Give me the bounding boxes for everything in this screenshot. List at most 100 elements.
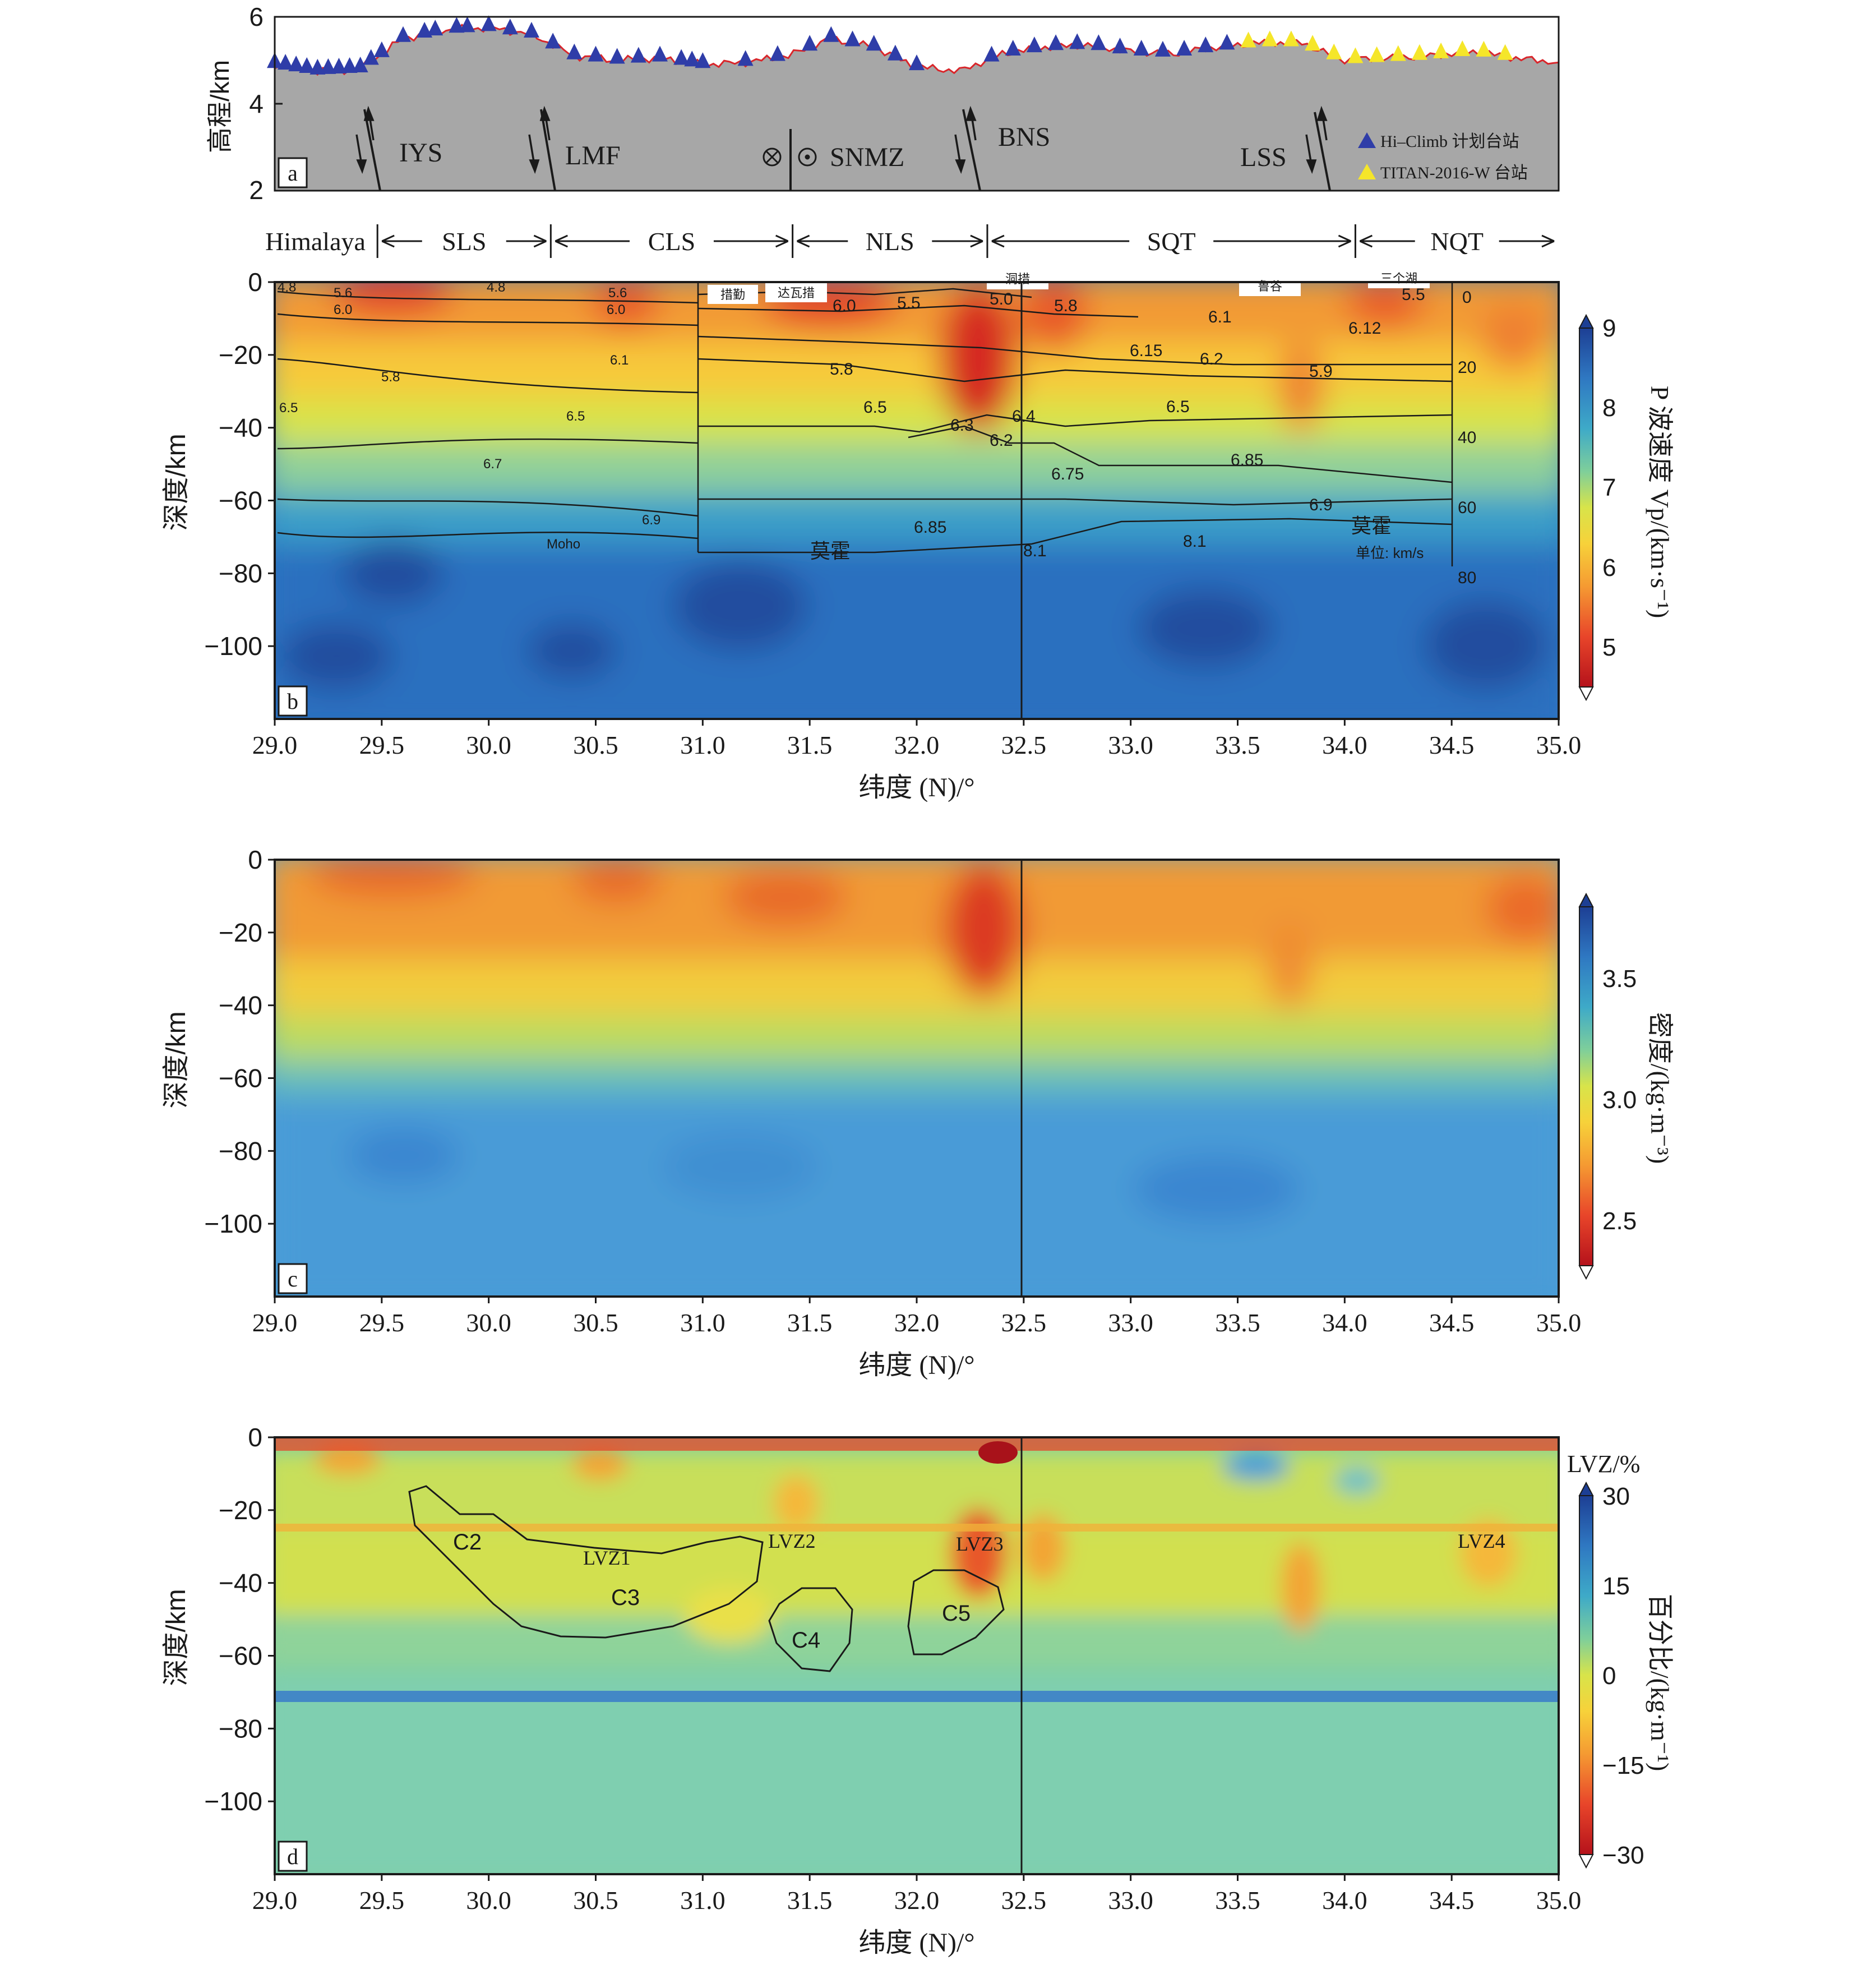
rho-tick-3.5: 3.5 xyxy=(1602,965,1637,993)
faults xyxy=(363,109,1331,191)
station-hiclimb xyxy=(1176,39,1193,56)
region-label-c2: C2 xyxy=(453,1530,482,1555)
x-tick-label: 32.0 xyxy=(894,731,940,759)
station-titan xyxy=(1369,46,1385,62)
x-tick-label: 32.0 xyxy=(894,1886,940,1915)
region-label-lvz3: LVZ3 xyxy=(956,1533,1004,1555)
fault-label-bns: BNS xyxy=(998,122,1050,152)
vel-label-36: 单位: km/s xyxy=(1356,545,1424,561)
contour-b-9 xyxy=(697,335,1452,366)
contour-b-14 xyxy=(698,518,1453,554)
y-tick-label: 0 xyxy=(248,845,262,874)
vel-label-12: Moho xyxy=(547,537,580,552)
station-hiclimb xyxy=(341,57,358,73)
station-hiclimb xyxy=(566,43,583,59)
x-tick-label: 35.0 xyxy=(1536,731,1582,759)
station-hiclimb xyxy=(427,20,443,36)
vel-label-34: 莫霍 xyxy=(810,539,851,562)
x-tick-label: 33.5 xyxy=(1215,1308,1260,1337)
fault-line-bns xyxy=(962,109,981,191)
lvz-tick-0: 0 xyxy=(1602,1662,1616,1690)
station-hiclimb xyxy=(737,50,754,66)
panel-a-letter-box: a xyxy=(278,157,308,188)
x-tick-label: 34.0 xyxy=(1322,731,1367,759)
x-tick-label: 35.0 xyxy=(1536,1886,1582,1915)
contour-b-12 xyxy=(908,425,1453,483)
station-titan xyxy=(1433,42,1449,58)
contour-b-7 xyxy=(697,288,1032,298)
fault-arrows-lmf xyxy=(528,105,551,174)
x-tick-label: 31.5 xyxy=(787,1308,833,1337)
x-tick-label: 35.0 xyxy=(1536,1308,1582,1337)
x-tick-label: 32.0 xyxy=(894,1308,940,1337)
contour-b-6 xyxy=(277,532,699,539)
contour-b-2 xyxy=(277,313,699,326)
station-hiclimb xyxy=(866,35,882,51)
panel-a: IYS LMF SNMZ BNS LSS Hi–Climb 计划台站 TITAN… xyxy=(205,2,1560,205)
region-label-lvz1: LVZ1 xyxy=(583,1547,631,1569)
y-tick-label: −80 xyxy=(219,1714,262,1743)
x-tick-label: 29.5 xyxy=(359,1886,405,1915)
terrane-arrowhead-right xyxy=(533,234,547,248)
vp-tick-8: 8 xyxy=(1602,394,1616,422)
station-hiclimb xyxy=(652,45,668,62)
x-tick-label: 30.5 xyxy=(573,1308,618,1337)
y-tick-label: −40 xyxy=(219,413,262,442)
vel-label-37: 5.5 xyxy=(1402,285,1425,304)
vp-tick-5: 5 xyxy=(1602,634,1616,661)
lake-label-4: 三个湖 xyxy=(1380,271,1417,285)
station-hiclimb xyxy=(1048,34,1064,50)
lvz-tick-neg30: −30 xyxy=(1602,1842,1644,1869)
panel-d-region-outlines xyxy=(408,1485,1005,1672)
rho-colorbar-bottom-cap xyxy=(1578,1265,1594,1280)
station-hiclimb xyxy=(1069,33,1085,49)
station-hiclimb xyxy=(1026,36,1042,53)
vel-label-2: 6.0 xyxy=(334,302,352,317)
station-hiclimb xyxy=(449,17,465,33)
x-tick-label: 31.0 xyxy=(680,1308,726,1337)
station-hiclimb xyxy=(802,35,818,51)
contour-b-8 xyxy=(697,305,1139,318)
vel-label-23: 6.5 xyxy=(863,398,887,417)
x-tick-label: 29.5 xyxy=(359,731,405,759)
vp-colorbar-label: P 波速度 Vp/(km·s⁻¹) xyxy=(1646,386,1674,619)
fault-arrows-bns xyxy=(954,105,977,174)
fault-label-lmf: LMF xyxy=(565,141,621,170)
y-tick-label: −100 xyxy=(204,631,262,661)
panel-d-letter-box: d xyxy=(278,1841,308,1872)
legend-label-hiclimb: Hi–Climb 计划台站 xyxy=(1380,132,1519,151)
panel-b-colorbar: 9 8 7 6 5 P 波速度 Vp/(km·s⁻¹) xyxy=(1578,313,1674,702)
terrane-bar: Himalaya SLS CLS NLS SQT NQT xyxy=(265,224,1555,258)
station-titan xyxy=(1326,43,1342,59)
station-titan xyxy=(1476,40,1492,57)
vel-label-31: 6.85 xyxy=(914,518,946,537)
vel-label-26: 6.2 xyxy=(990,431,1013,450)
terrane-arrowhead-right xyxy=(1541,234,1555,248)
contour-b-13 xyxy=(698,498,1453,506)
panel-c-ylabel: 深度/km xyxy=(161,1011,191,1108)
x-tick-label: 30.5 xyxy=(573,731,618,759)
station-hiclimb xyxy=(524,22,539,38)
x-tick-label: 29.0 xyxy=(252,731,298,759)
terrain-area xyxy=(275,25,1559,191)
terrane-label: SLS xyxy=(442,227,486,256)
vel-label-22: 5.8 xyxy=(830,360,853,379)
x-tick-label: 29.5 xyxy=(359,1308,405,1337)
vp-colorbar xyxy=(1579,328,1593,688)
vel-label-27: 6.5 xyxy=(1166,398,1190,416)
x-tick-label: 31.0 xyxy=(680,1886,726,1915)
y-tick-label: −100 xyxy=(204,1209,262,1238)
terrane-arrowhead-right xyxy=(1338,234,1352,248)
station-hiclimb xyxy=(695,52,711,68)
fault-label-iys: IYS xyxy=(399,138,442,168)
x-tick-label: 30.0 xyxy=(466,731,511,759)
x-tick-label: 34.5 xyxy=(1429,1886,1475,1915)
station-titan xyxy=(1454,40,1471,56)
y-tick-label: −60 xyxy=(219,486,262,515)
vel-label-14: 5.5 xyxy=(897,294,921,312)
lvz-tick-neg15: −15 xyxy=(1602,1752,1644,1779)
terrane-arrowhead-left xyxy=(991,234,1005,248)
rho-tick-2.5: 2.5 xyxy=(1602,1207,1637,1235)
y-tick-label: 0 xyxy=(248,267,262,297)
panel-b-letter-box: b xyxy=(278,685,308,717)
